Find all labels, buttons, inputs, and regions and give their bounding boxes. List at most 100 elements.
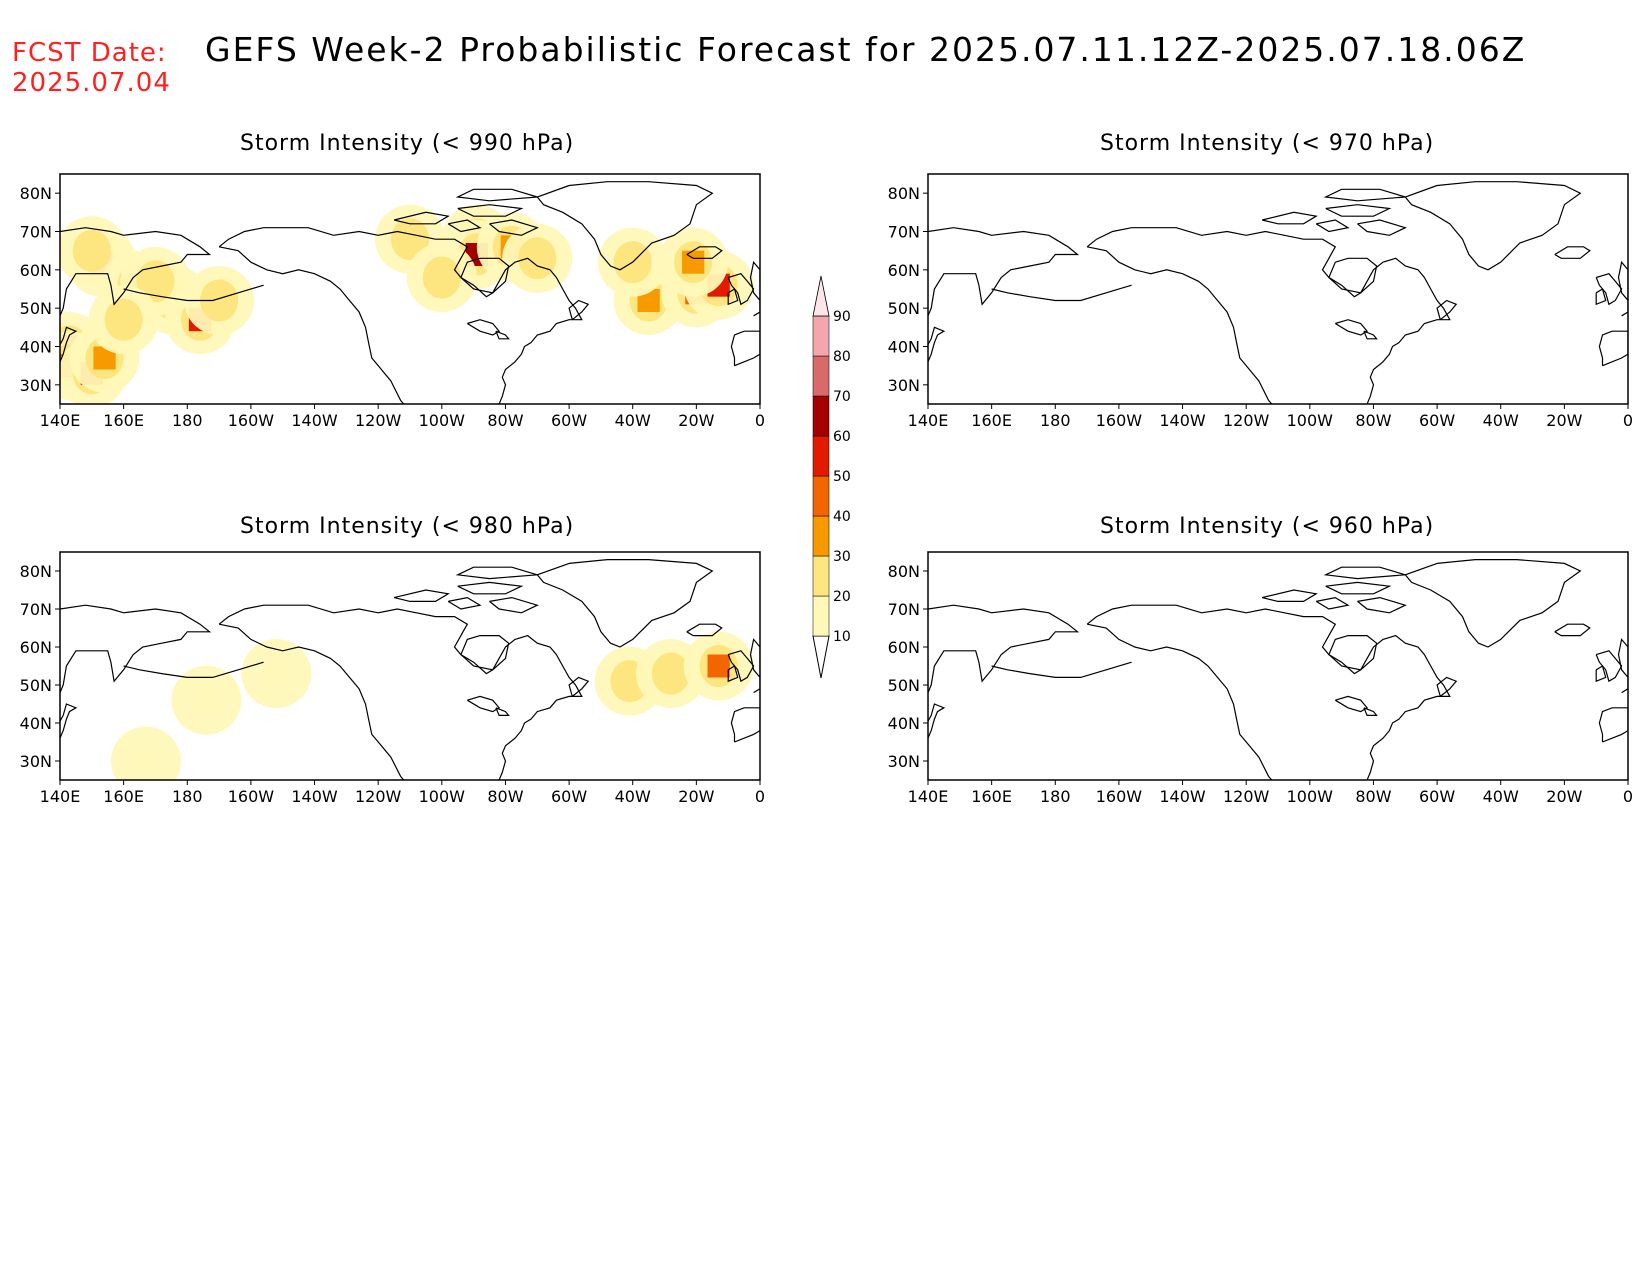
coastline [455,566,538,580]
lon-tick-label: 160W [228,411,275,430]
lon-tick-label: 180 [172,411,203,430]
coastline [218,227,583,404]
prob-cell [707,654,730,678]
panel-frame [59,173,761,405]
colorbar-segment [812,395,830,437]
lon-tick-label: 120W [355,787,402,806]
fcst-date-label: FCST Date: [12,38,167,68]
lon-tick-label: 180 [1040,787,1071,806]
coastline [489,219,539,236]
coastline [1595,665,1607,683]
lon-tick-label: 20W [1546,411,1582,430]
coastline [749,260,760,317]
coastline [730,707,760,743]
coastline [123,661,264,678]
lon-tick-label: 40W [615,787,651,806]
map-panel-970: 140E 160E 180 160W 140W 120W 100W 80W 60W 40W 20W 0… [888,173,1633,430]
lon-tick-label: 120W [355,411,402,430]
lat-tick-label: 80N [888,562,920,581]
coastline [1363,330,1378,340]
lon-tick-label: 140E [40,787,81,806]
lon-tick-label: 100W [419,787,466,806]
coastline [1595,288,1607,306]
coastline [727,650,755,683]
prob-cell [93,346,116,370]
lon-tick-label: 160E [971,787,1012,806]
coastline [1325,204,1392,217]
coastline [686,246,723,259]
lon-tick-label: 180 [1040,411,1071,430]
prob-cell [618,669,641,693]
colorbar-segment [812,595,830,637]
lon-tick-label: 0 [755,411,765,430]
lat-tick-label: 40N [888,338,920,357]
coastline [568,299,590,321]
lat-tick-label: 30N [888,376,920,395]
coastline [1328,635,1378,671]
lon-tick-label: 80W [1355,411,1391,430]
lon-tick-label: 120W [1223,411,1270,430]
coastline [455,188,538,202]
colorbar-segment [812,355,830,397]
prob-cell [398,227,422,251]
lon-tick-label: 140E [40,411,81,430]
panel-title-980: Storm Intensity (< 980 hPa) [240,514,575,539]
coastline [1595,650,1623,683]
lon-tick-label: 60W [1419,787,1455,806]
panel-frame [927,173,1629,405]
coastline [991,661,1132,678]
colorbar-segment [812,475,830,517]
coastline [460,257,510,294]
lon-tick-label: 40W [615,411,651,430]
fcst-date-value: 2025.07.04 [12,68,171,98]
lat-tick-label: 70N [888,600,920,619]
colorbar-segment [812,555,830,597]
prob-cell [526,246,549,270]
colorbar-segment [812,435,830,477]
lat-tick-label: 50N [888,299,920,318]
lon-tick-label: 160E [103,411,144,430]
coastline [1328,257,1378,294]
colorbar-bottom-cap [812,635,830,679]
lat-tick-label: 60N [888,638,920,657]
lon-tick-label: 20W [678,787,714,806]
coastline [60,604,212,693]
lat-tick-label: 40N [20,338,52,357]
coastline [686,623,723,637]
lon-tick-label: 120W [1223,787,1270,806]
panel-title-960: Storm Intensity (< 960 hPa) [1100,514,1435,539]
forecast-date-block: FCST Date: 2025.07.04 [12,38,171,98]
coastline [1404,559,1582,648]
prob-cell [112,308,135,332]
prob-cell [144,269,167,293]
coastline [928,326,946,363]
coastline [1323,188,1406,202]
prob-cell [430,266,453,289]
coastline [1325,581,1392,595]
lon-tick-label: 40W [1483,411,1519,430]
lat-tick-label: 60N [20,638,52,657]
coastline [457,581,524,595]
prob-cell [265,662,288,686]
lon-tick-label: 140E [908,787,949,806]
lat-tick-label: 50N [20,676,52,695]
coastline [536,559,714,648]
map-panel-990: 140E 160E 180 160W 140W 120W 100W 80W 60W 40W 20W 0… [20,173,765,430]
lat-tick-label: 30N [20,752,52,771]
lon-tick-label: 60W [1419,411,1455,430]
coastline [928,227,1080,317]
lon-tick-label: 160W [1096,411,1143,430]
coastline [489,596,539,614]
colorbar: 10 20 30 40 50 60 70 80 90 [812,275,851,679]
colorbar-label: 60 [833,429,851,445]
coastline [1315,596,1350,610]
prob-cell [80,239,103,263]
lon-tick-label: 160E [103,787,144,806]
prob-cell [682,250,705,274]
prob-cell [659,662,683,686]
prob-cell [207,289,231,312]
lon-tick-label: 20W [678,411,714,430]
coastline [393,211,450,225]
lon-tick-label: 0 [755,787,765,806]
coastline [1315,219,1350,233]
